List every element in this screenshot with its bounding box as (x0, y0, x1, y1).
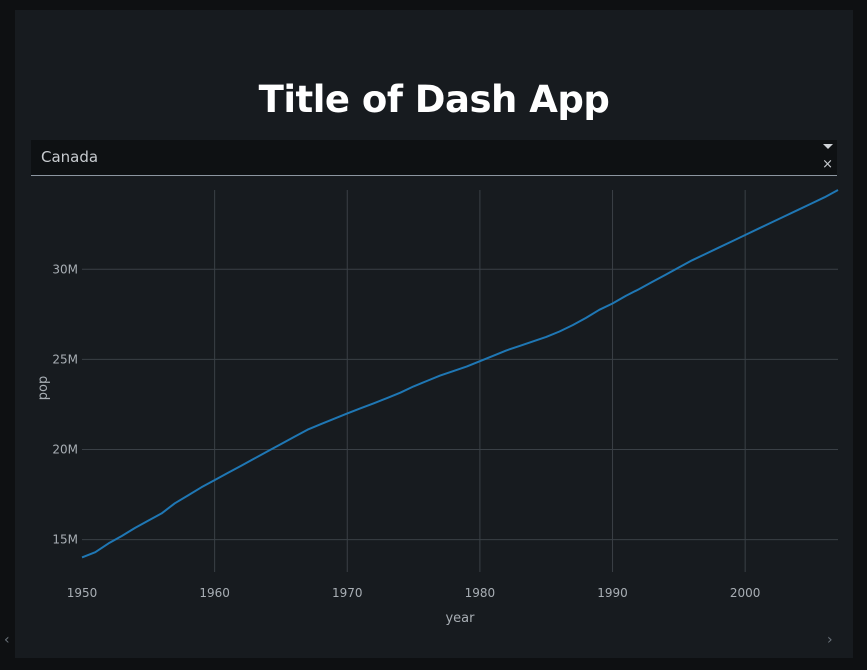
app-window: Title of Dash App Canada × (15, 10, 853, 658)
clear-icon[interactable]: × (822, 157, 833, 172)
x-tick-label: 1950 (67, 586, 98, 600)
tick-labels: 1950 1960 1970 1980 1990 2000 15M 20M 25M 30M (52, 262, 760, 600)
x-axis-label: year (445, 611, 475, 626)
country-dropdown[interactable]: Canada × (31, 140, 837, 176)
x-tick-label: 1960 (199, 586, 230, 600)
caret-down-icon[interactable] (823, 144, 833, 149)
y-tick-label: 25M (52, 352, 78, 366)
series-line[interactable] (81, 189, 839, 559)
page-title: Title of Dash App (258, 78, 610, 121)
y-axis-label: pop (36, 376, 51, 400)
scroll-right-icon[interactable]: › (827, 632, 833, 648)
x-tick-label: 1970 (332, 586, 363, 600)
scroll-left-icon[interactable]: ‹ (4, 632, 10, 648)
dropdown-selected-value: Canada (41, 148, 99, 166)
y-tick-label: 20M (52, 442, 78, 456)
series-layer (81, 189, 839, 559)
y-tick-label: 15M (52, 533, 78, 547)
x-tick-label: 1990 (597, 586, 628, 600)
y-tick-label: 30M (52, 262, 78, 276)
x-tick-label: 1980 (465, 586, 496, 600)
grid-lines (82, 190, 838, 572)
x-tick-label: 2000 (730, 586, 761, 600)
